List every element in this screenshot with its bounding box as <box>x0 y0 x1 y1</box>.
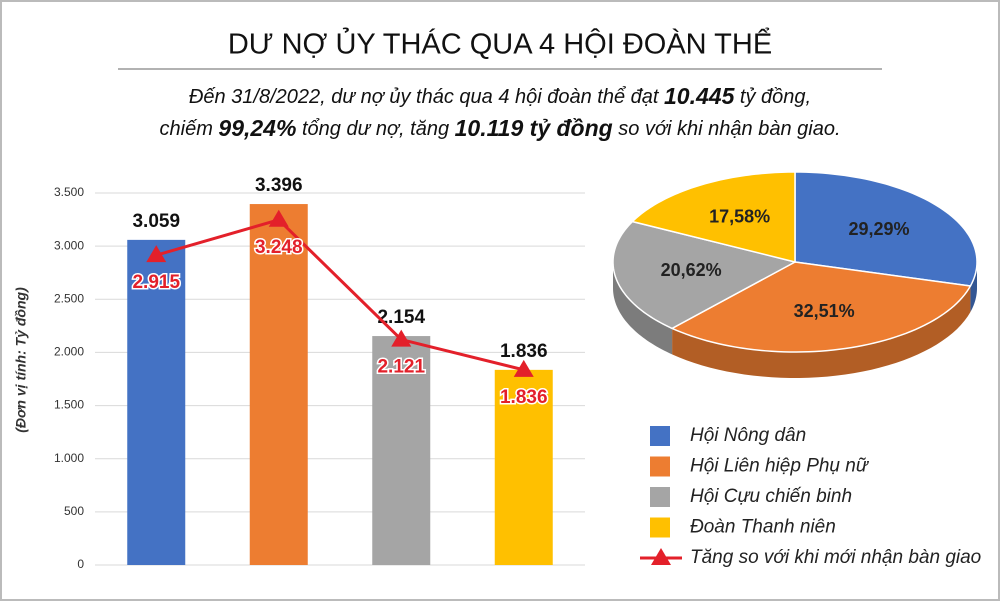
bar <box>372 336 431 565</box>
legend-label: Hội Nông dân <box>690 425 806 446</box>
subtitle-segment: chiếm <box>160 118 219 140</box>
y-tick-label: 0 <box>77 557 84 571</box>
pie-value-label: 17,58% <box>709 206 770 226</box>
bar <box>127 239 186 565</box>
legend-label: Tăng so với khi mới nhận bàn giao <box>690 547 981 568</box>
y-tick-label: 3.000 <box>54 238 84 252</box>
bar-value-label: 3.059 <box>132 211 180 232</box>
line-marker <box>391 329 412 347</box>
subtitle-segment: 99,24% <box>218 115 296 141</box>
subtitle-segment: 10.119 tỷ đồng <box>455 115 613 141</box>
bar <box>494 369 553 565</box>
line-value-label: 3.248 <box>255 237 303 258</box>
y-tick-label: 2.000 <box>54 345 84 359</box>
legend-swatch <box>650 426 670 446</box>
line-marker <box>146 245 167 263</box>
legend-marker <box>651 548 671 565</box>
y-axis-label: (Đơn vị tính: Tỷ đồng) <box>13 287 29 433</box>
legend-label: Hội Liên hiệp Phụ nữ <box>690 456 870 477</box>
legend-label: Đoàn Thanh niên <box>690 517 836 538</box>
pie-value-label: 20,62% <box>661 260 722 280</box>
pie-slice <box>612 220 798 330</box>
subtitle-segment: so với khi nhận bàn giao. <box>613 118 841 140</box>
line-series <box>155 218 525 372</box>
line-marker <box>268 209 289 227</box>
subtitle-segment: 10.445 <box>664 83 736 109</box>
line-value-label: 2.121 <box>377 357 425 378</box>
y-tick-label: 1.000 <box>54 451 84 465</box>
pie-slice <box>794 171 978 287</box>
subtitle-line: chiếm 99,24% tổng dư nợ, tăng 10.119 tỷ … <box>160 115 841 141</box>
legend-swatch <box>650 456 670 477</box>
legend-label: Hội Cựu chiến binh <box>690 486 852 507</box>
bar-value-label: 3.396 <box>255 175 303 196</box>
y-tick-label: 3.500 <box>54 185 84 199</box>
line-value-label: 2.915 <box>132 272 180 293</box>
line-marker <box>513 359 534 377</box>
pie-value-label: 29,29% <box>848 219 909 239</box>
bar-value-label: 1.836 <box>500 341 548 362</box>
pie-side <box>672 285 971 378</box>
line-value-label: 1.836 <box>500 387 548 408</box>
subtitle-segment: Đến 31/8/2022, dư nợ ủy thác qua 4 hội đ… <box>189 86 664 108</box>
subtitle-segment: tổng dư nợ, tăng <box>296 118 454 140</box>
legend-swatch <box>650 517 670 538</box>
pie-side <box>613 262 673 355</box>
subtitle-segment: tỷ đồng, <box>734 86 811 108</box>
bar <box>249 204 308 565</box>
y-tick-label: 1.500 <box>54 398 84 412</box>
bar-value-label: 2.154 <box>377 307 425 328</box>
legend-swatch <box>650 487 670 507</box>
pie-slice <box>670 261 972 353</box>
pie-slice <box>630 171 796 263</box>
y-tick-label: 2.500 <box>54 291 84 305</box>
subtitle-line: Đến 31/8/2022, dư nợ ủy thác qua 4 hội đ… <box>189 83 811 109</box>
pie-value-label: 32,51% <box>794 301 855 321</box>
y-tick-label: 500 <box>64 504 84 518</box>
title: DƯ NỢ ỦY THÁC QUA 4 HỘI ĐOÀN THỂ <box>228 27 772 61</box>
